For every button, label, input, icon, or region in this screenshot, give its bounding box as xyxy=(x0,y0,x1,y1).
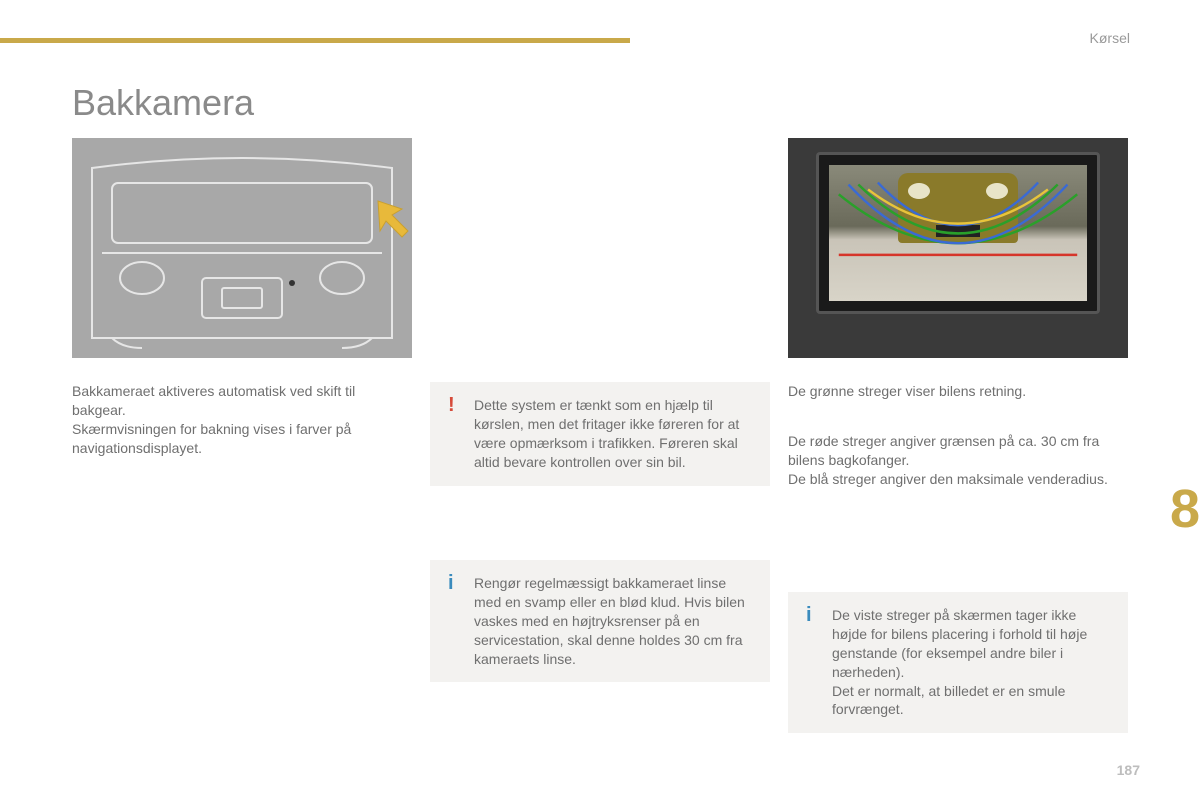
navigation-display-illustration xyxy=(788,138,1128,358)
header-accent-bar xyxy=(0,38,630,43)
guide-lines-overlay-icon xyxy=(829,165,1087,301)
col3-red-blue-lines-text: De røde streger angiver grænsen på ca. 3… xyxy=(788,432,1128,489)
info-text-cleaning: Rengør regelmæssigt bakkameraet linse me… xyxy=(474,574,754,668)
pointer-arrow-icon xyxy=(372,195,420,243)
info-callout-cleaning: i Rengør regelmæssigt bakkameraet linse … xyxy=(430,560,770,682)
info-icon: i xyxy=(448,572,454,595)
info-callout-distortion: i De viste streger på skærmen tager ikke… xyxy=(788,592,1128,733)
info-icon: i xyxy=(806,604,812,627)
col3-green-lines-text: De grønne streger viser bilens retning. xyxy=(788,382,1128,401)
warning-icon: ! xyxy=(448,394,455,417)
camera-location-illustration xyxy=(72,138,412,358)
warning-callout: ! Dette system er tænkt som en hjælp til… xyxy=(430,382,770,486)
col1-description: Bakkameraet aktiveres automatisk ved ski… xyxy=(72,382,412,458)
page-number: 187 xyxy=(1117,762,1140,778)
page-title: Bakkamera xyxy=(72,82,254,124)
section-label: Kørsel xyxy=(1090,30,1130,46)
chapter-number: 8 xyxy=(1170,478,1200,540)
car-rear-outline-icon xyxy=(72,138,412,358)
info-text-distortion: De viste streger på skærmen tager ikke h… xyxy=(832,606,1112,719)
warning-text: Dette system er tænkt som en hjælp til k… xyxy=(474,396,754,472)
